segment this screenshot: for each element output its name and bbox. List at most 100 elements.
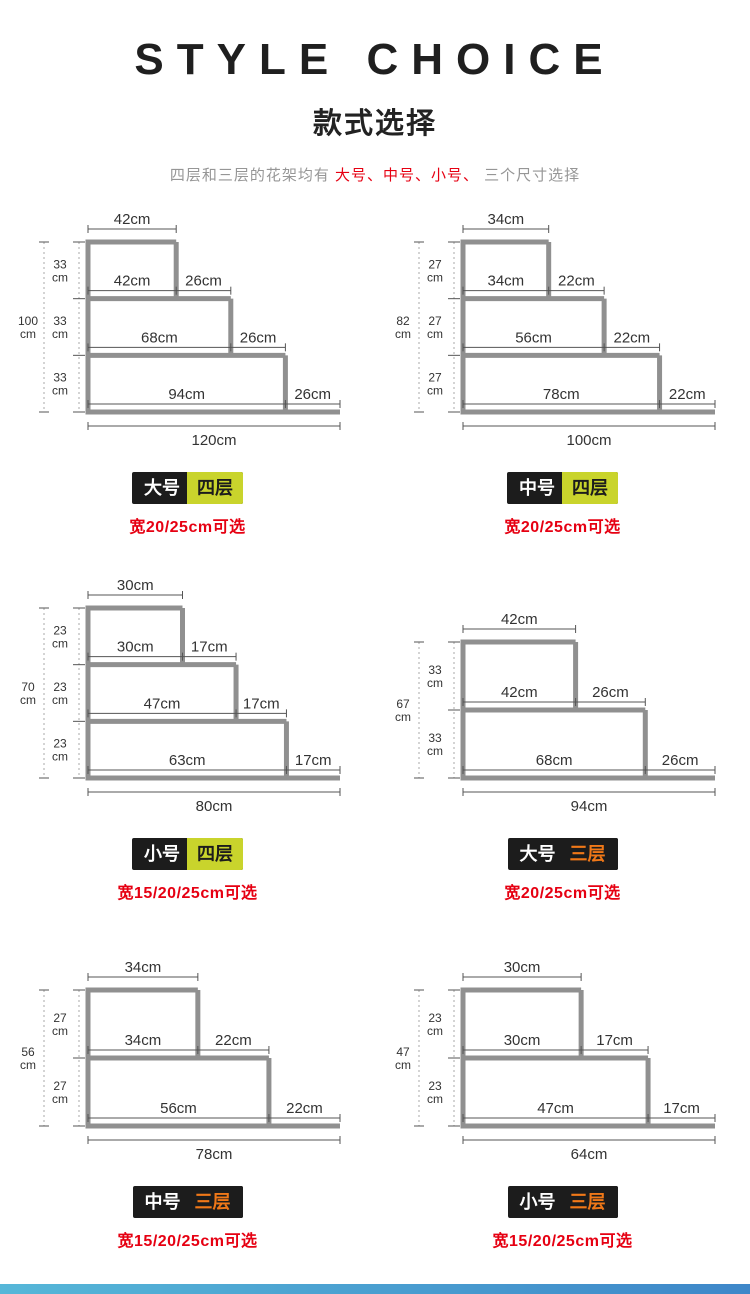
badge-tier-label: 四层 xyxy=(187,472,243,505)
diagram-small-3tier: 30cm 30cm 17cm 47cm 17cm 64cm 23 cm 23 cm 47 cm xyxy=(389,956,737,1172)
size-diagram: 42cm 42cm 26cm 68cm 26cm 94cm 26cm 120cm 33 cm 33 c… xyxy=(17,211,340,449)
dimension-label: 22cm xyxy=(613,330,650,347)
size-diagram: 30cm 30cm 17cm 47cm 17cm 63cm 17cm 80cm 23 cm 23 cm… xyxy=(20,577,340,815)
diagram-cell-large-3tier: 42cm 42cm 26cm 68cm 26cm 94cm 33 cm 33 cm 67 cm 大号 … xyxy=(375,565,750,931)
dimension-label: 42cm xyxy=(113,273,150,290)
dimension-label: 22cm xyxy=(668,386,705,403)
width-option-note: 宽15/20/25cm可选 xyxy=(117,885,258,903)
dimension-label: 94cm xyxy=(570,798,607,815)
subtitle-prefix: 四层和三层的花架均有 xyxy=(169,167,335,185)
badge-size-label: 大号 xyxy=(144,478,180,499)
dimension-label: 34cm xyxy=(487,211,524,228)
badge-size-label: 大号 xyxy=(519,844,556,865)
dimension-label: 64cm xyxy=(570,1146,607,1163)
height-dimension-label: 56 cm xyxy=(20,1045,36,1072)
dimension-label: 78cm xyxy=(195,1146,232,1163)
dimension-label: 17cm xyxy=(596,1032,633,1049)
diagram-cell-medium-3tier: 34cm 34cm 22cm 56cm 22cm 78cm 27 cm 27 cm 56 cm 中号 … xyxy=(0,931,375,1279)
height-dimension-label: 47 cm xyxy=(395,1045,411,1072)
dimension-label: 68cm xyxy=(535,752,572,769)
diagram-cell-large-4tier: 42cm 42cm 26cm 68cm 26cm 94cm 26cm 120cm 33 cm 33 c… xyxy=(0,199,375,565)
height-dimension-label: 33 cm xyxy=(427,663,443,690)
diagram-medium-3tier: 34cm 34cm 22cm 56cm 22cm 78cm 27 cm 27 cm 56 cm xyxy=(14,956,362,1172)
title-chinese: 款式选择 xyxy=(312,108,437,141)
dimension-label: 30cm xyxy=(116,639,153,656)
dimension-label: 80cm xyxy=(195,798,232,815)
size-diagram: 34cm 34cm 22cm 56cm 22cm 78cm 27 cm 27 cm 56 cm xyxy=(20,959,340,1163)
badge-tier-label: 四层 xyxy=(187,838,243,871)
diagram-medium-4tier: 34cm 34cm 22cm 56cm 22cm 78cm 22cm 100cm 27 cm 27 c… xyxy=(389,208,737,458)
badge-size-label: 中号 xyxy=(519,478,555,499)
width-option-note: 宽20/25cm可选 xyxy=(129,519,246,537)
diagram-cell-medium-4tier: 34cm 34cm 22cm 56cm 22cm 78cm 22cm 100cm 27 cm 27 c… xyxy=(375,199,750,565)
dimension-label: 26cm xyxy=(239,330,276,347)
diagram-small-4tier: 30cm 30cm 17cm 47cm 17cm 63cm 17cm 80cm 23 cm 23 cm… xyxy=(14,574,362,824)
height-dimension-label: 27 cm xyxy=(52,1011,68,1038)
dimension-label: 56cm xyxy=(160,1100,197,1117)
dimension-label: 34cm xyxy=(124,959,161,976)
dimension-label: 56cm xyxy=(515,330,552,347)
diagram-cell-small-4tier: 30cm 30cm 17cm 47cm 17cm 63cm 17cm 80cm 23 cm 23 cm… xyxy=(0,565,375,931)
diagram-row-3: 34cm 34cm 22cm 56cm 22cm 78cm 27 cm 27 cm 56 cm 中号 … xyxy=(0,931,750,1279)
height-dimension-label: 67 cm xyxy=(395,697,411,724)
dimension-label: 30cm xyxy=(116,577,153,594)
dimension-label: 22cm xyxy=(215,1032,252,1049)
height-dimension-label: 33 cm xyxy=(52,258,68,285)
height-dimension-label: 100 cm xyxy=(17,314,37,341)
badge-size-label: 小号 xyxy=(144,844,180,865)
dimension-label: 78cm xyxy=(542,386,579,403)
subtitle-highlight: 大号、中号、小号、 xyxy=(334,167,479,185)
dimension-label: 26cm xyxy=(592,684,629,701)
width-option-note: 宽20/25cm可选 xyxy=(504,885,621,903)
page-header: STYLE CHOICE 款式选择 四层和三层的花架均有 大号、中号、小号、 三… xyxy=(0,0,750,185)
badge-tier-label: 四层 xyxy=(562,472,618,505)
dimension-label: 17cm xyxy=(190,639,227,656)
height-dimension-label: 23 cm xyxy=(427,1079,443,1106)
dimension-label: 22cm xyxy=(558,273,595,290)
height-dimension-label: 27 cm xyxy=(52,1079,68,1106)
dimension-label: 30cm xyxy=(503,1032,540,1049)
dimension-label: 42cm xyxy=(500,684,537,701)
dimension-label: 26cm xyxy=(294,386,331,403)
subtitle-suffix: 三个尺寸选择 xyxy=(479,167,581,185)
subtitle: 四层和三层的花架均有 大号、中号、小号、 三个尺寸选择 xyxy=(0,164,750,185)
height-dimension-label: 23 cm xyxy=(52,737,68,764)
height-dimension-label: 33 cm xyxy=(427,731,443,758)
dimension-label: 47cm xyxy=(537,1100,574,1117)
badge-tier-label: 三层 xyxy=(562,1186,618,1219)
title-english: STYLE CHOICE xyxy=(134,35,616,84)
badge-tier-label: 三层 xyxy=(187,1186,243,1219)
size-badge: 小号 三层 xyxy=(507,1186,618,1219)
diagram-cell-small-3tier: 30cm 30cm 17cm 47cm 17cm 64cm 23 cm 23 cm 47 cm 小号 … xyxy=(375,931,750,1279)
dimension-label: 17cm xyxy=(242,696,279,713)
badge-size-label: 中号 xyxy=(144,1192,181,1213)
width-option-note: 宽20/25cm可选 xyxy=(504,519,621,537)
next-section-edge xyxy=(0,1284,750,1294)
width-option-note: 宽15/20/25cm可选 xyxy=(492,1233,633,1251)
size-badge: 中号 三层 xyxy=(132,1186,243,1219)
dimension-label: 100cm xyxy=(566,432,611,449)
dimension-label: 94cm xyxy=(168,386,205,403)
height-dimension-label: 33 cm xyxy=(52,371,68,398)
dimension-label: 26cm xyxy=(185,273,222,290)
dimension-label: 47cm xyxy=(143,696,180,713)
dimension-label: 42cm xyxy=(500,611,537,628)
badge-tier-label: 三层 xyxy=(562,838,618,871)
height-dimension-label: 27 cm xyxy=(427,258,443,285)
size-badge: 大号 四层 xyxy=(132,472,243,505)
dimension-label: 63cm xyxy=(168,752,205,769)
width-option-note: 宽15/20/25cm可选 xyxy=(117,1233,258,1251)
diagram-large-4tier: 42cm 42cm 26cm 68cm 26cm 94cm 26cm 120cm 33 cm 33 c… xyxy=(14,208,362,458)
dimension-label: 17cm xyxy=(294,752,331,769)
dimension-label: 68cm xyxy=(141,330,178,347)
diagram-row-2: 30cm 30cm 17cm 47cm 17cm 63cm 17cm 80cm 23 cm 23 cm… xyxy=(0,565,750,931)
diagram-grid: 42cm 42cm 26cm 68cm 26cm 94cm 26cm 120cm 33 cm 33 c… xyxy=(0,199,750,1279)
size-diagram: 42cm 42cm 26cm 68cm 26cm 94cm 33 cm 33 cm 67 cm xyxy=(395,611,715,815)
dimension-label: 120cm xyxy=(191,432,236,449)
diagram-row-1: 42cm 42cm 26cm 68cm 26cm 94cm 26cm 120cm 33 cm 33 c… xyxy=(0,199,750,565)
dimension-label: 30cm xyxy=(503,959,540,976)
height-dimension-label: 23 cm xyxy=(52,624,68,651)
height-dimension-label: 27 cm xyxy=(427,314,443,341)
size-badge: 大号 三层 xyxy=(507,838,618,871)
dimension-label: 34cm xyxy=(124,1032,161,1049)
